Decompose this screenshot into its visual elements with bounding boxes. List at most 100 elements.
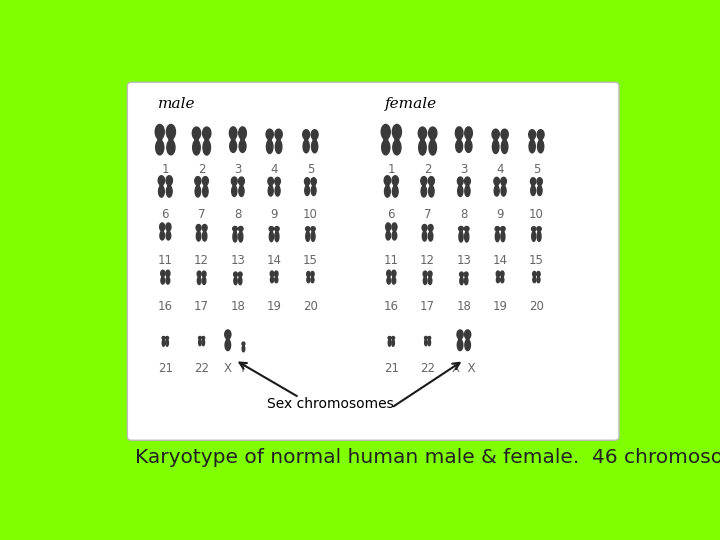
- Ellipse shape: [538, 231, 540, 232]
- Text: 3: 3: [234, 163, 241, 176]
- Text: 11: 11: [384, 254, 399, 267]
- Ellipse shape: [392, 336, 395, 339]
- Ellipse shape: [203, 140, 210, 155]
- Ellipse shape: [537, 186, 542, 195]
- Ellipse shape: [233, 226, 238, 231]
- Ellipse shape: [313, 139, 316, 140]
- Ellipse shape: [425, 340, 427, 346]
- Ellipse shape: [531, 186, 536, 195]
- Ellipse shape: [193, 140, 200, 155]
- Text: 6: 6: [161, 208, 169, 221]
- Ellipse shape: [464, 226, 469, 231]
- Ellipse shape: [166, 124, 176, 139]
- Ellipse shape: [312, 185, 315, 186]
- Ellipse shape: [420, 177, 427, 185]
- Text: 19: 19: [266, 300, 282, 313]
- Ellipse shape: [238, 272, 242, 276]
- Ellipse shape: [234, 272, 238, 276]
- Text: X  X: X X: [452, 362, 476, 375]
- Ellipse shape: [238, 232, 243, 242]
- Ellipse shape: [429, 140, 436, 155]
- Ellipse shape: [495, 185, 498, 186]
- Ellipse shape: [537, 277, 540, 282]
- Text: 8: 8: [460, 208, 467, 221]
- Ellipse shape: [305, 227, 310, 231]
- Ellipse shape: [388, 340, 391, 346]
- Ellipse shape: [531, 227, 536, 231]
- Ellipse shape: [423, 271, 427, 276]
- Ellipse shape: [305, 186, 310, 195]
- Ellipse shape: [424, 276, 426, 278]
- Ellipse shape: [241, 139, 244, 141]
- Ellipse shape: [428, 277, 432, 285]
- Ellipse shape: [503, 139, 506, 140]
- Ellipse shape: [393, 276, 395, 278]
- Ellipse shape: [423, 277, 427, 285]
- Ellipse shape: [311, 277, 314, 282]
- Ellipse shape: [312, 231, 314, 232]
- Ellipse shape: [160, 185, 163, 186]
- Ellipse shape: [494, 139, 498, 140]
- Ellipse shape: [232, 186, 237, 197]
- Ellipse shape: [192, 127, 201, 139]
- Ellipse shape: [205, 138, 209, 141]
- Ellipse shape: [275, 129, 282, 139]
- Text: 10: 10: [529, 208, 544, 221]
- Ellipse shape: [423, 185, 426, 186]
- Text: 20: 20: [529, 300, 544, 313]
- Text: 7: 7: [198, 208, 205, 221]
- Ellipse shape: [161, 231, 163, 232]
- Ellipse shape: [276, 276, 277, 278]
- Ellipse shape: [392, 223, 397, 231]
- Ellipse shape: [240, 185, 243, 186]
- Ellipse shape: [306, 231, 310, 241]
- Ellipse shape: [418, 127, 427, 139]
- Ellipse shape: [156, 124, 164, 139]
- Ellipse shape: [202, 277, 206, 285]
- Ellipse shape: [199, 336, 202, 339]
- Ellipse shape: [311, 231, 315, 241]
- Ellipse shape: [422, 225, 427, 231]
- Ellipse shape: [275, 232, 279, 242]
- Ellipse shape: [195, 177, 201, 185]
- Text: 18: 18: [230, 300, 246, 313]
- Ellipse shape: [459, 339, 462, 340]
- Ellipse shape: [312, 140, 318, 153]
- Ellipse shape: [464, 127, 472, 139]
- Ellipse shape: [311, 227, 315, 231]
- Ellipse shape: [167, 140, 175, 155]
- Ellipse shape: [495, 232, 500, 242]
- Text: 21: 21: [384, 362, 399, 375]
- Text: 14: 14: [492, 254, 508, 267]
- Ellipse shape: [537, 227, 541, 231]
- Ellipse shape: [457, 139, 461, 141]
- Ellipse shape: [158, 176, 165, 185]
- Ellipse shape: [467, 339, 469, 340]
- Ellipse shape: [197, 185, 199, 186]
- Ellipse shape: [384, 186, 390, 197]
- Ellipse shape: [386, 231, 390, 240]
- Ellipse shape: [266, 129, 274, 139]
- Ellipse shape: [431, 138, 435, 141]
- Ellipse shape: [500, 227, 505, 231]
- Ellipse shape: [428, 177, 434, 185]
- Text: 6: 6: [387, 208, 395, 221]
- Text: 15: 15: [529, 254, 544, 267]
- Ellipse shape: [501, 177, 506, 185]
- Ellipse shape: [226, 339, 229, 340]
- Ellipse shape: [204, 185, 207, 186]
- Ellipse shape: [307, 276, 309, 278]
- Ellipse shape: [225, 330, 231, 339]
- Ellipse shape: [529, 140, 535, 153]
- Ellipse shape: [274, 227, 279, 231]
- Ellipse shape: [494, 177, 500, 185]
- Ellipse shape: [464, 272, 468, 276]
- Ellipse shape: [167, 276, 168, 278]
- Ellipse shape: [166, 340, 168, 346]
- Ellipse shape: [393, 140, 401, 155]
- Text: X  Y: X Y: [224, 362, 246, 375]
- Text: 22: 22: [420, 362, 435, 375]
- Text: 1: 1: [161, 163, 169, 176]
- Ellipse shape: [500, 271, 504, 276]
- Ellipse shape: [168, 185, 171, 186]
